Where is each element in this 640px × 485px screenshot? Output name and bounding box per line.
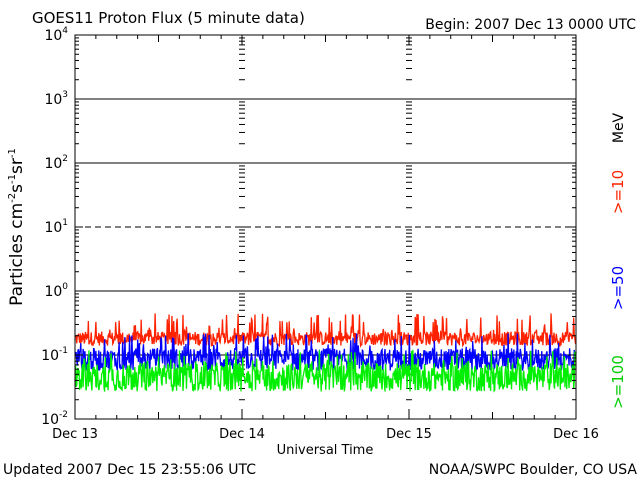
y-axis-unit-exp-3: -1 [7,148,18,158]
y-tick-label-base: 10 [41,412,59,428]
y-tick-label-2: 102 [44,154,68,172]
series-line-0 [74,313,577,348]
y-tick-label-0: 104 [44,26,68,44]
series-line-2 [74,349,577,393]
y-tick-label-exp: 1 [62,218,68,228]
plot-area [74,34,577,420]
x-tick-label-2: Dec 15 [386,427,432,442]
y-axis-unit-exp-1: -2 [7,193,18,203]
y-tick-label-base: 10 [41,348,59,364]
y-tick-label-exp: 2 [62,154,68,164]
y-tick-label-exp: 3 [62,90,68,100]
updated-timestamp: Updated 2007 Dec 15 23:55:06 UTC [3,462,256,478]
y-tick-label-base: 10 [44,220,62,236]
y-axis-unit-sr: sr [7,158,27,174]
y-tick-label-base: 10 [44,284,62,300]
y-axis-ticks [75,37,576,420]
y-axis-unit-s: s [7,184,27,193]
data-source: NOAA/SWPC Boulder, CO USA [429,462,638,478]
x-tick-labels: Dec 13 Dec 14 Dec 15 Dec 16 [52,427,599,442]
y-tick-label-5: 10-1 [41,346,68,364]
y-axis-label-base: Particles cm [7,203,27,306]
chart-title: GOES11 Proton Flux (5 minute data) [32,9,305,27]
legend-series-ge10: >=10 [609,170,627,214]
y-tick-label-exp: 0 [62,282,68,292]
x-tick-label-1: Dec 14 [219,427,265,442]
y-tick-label-4: 100 [44,282,68,300]
y-tick-label-base: 10 [44,28,62,44]
y-tick-label-1: 103 [44,90,68,108]
legend-series-ge50: >=50 [609,266,627,310]
y-tick-label-exp: -2 [59,410,68,420]
y-tick-label-6: 10-2 [41,410,68,428]
y-tick-label-exp: 4 [62,26,68,36]
y-axis-unit-exp-2: -1 [7,174,18,184]
y-tick-label-3: 101 [44,218,68,236]
x-axis-label: Universal Time [277,443,374,458]
series-layer [74,313,577,393]
y-tick-label-exp: -1 [59,346,68,356]
legend-unit-mev: MeV [611,112,627,143]
y-tick-label-base: 10 [44,156,62,172]
x-tick-label-0: Dec 13 [52,427,98,442]
x-tick-label-3: Dec 16 [553,427,599,442]
begin-time: Begin: 2007 Dec 13 0000 UTC [425,17,636,33]
x-axis-ticks [74,35,577,419]
y-axis-label: Particles cm-2s-1sr-1 [7,148,27,306]
legend-series-ge100: >=100 [609,355,627,409]
y-tick-label-base: 10 [44,92,62,108]
horizontal-reference-lines [75,98,576,356]
